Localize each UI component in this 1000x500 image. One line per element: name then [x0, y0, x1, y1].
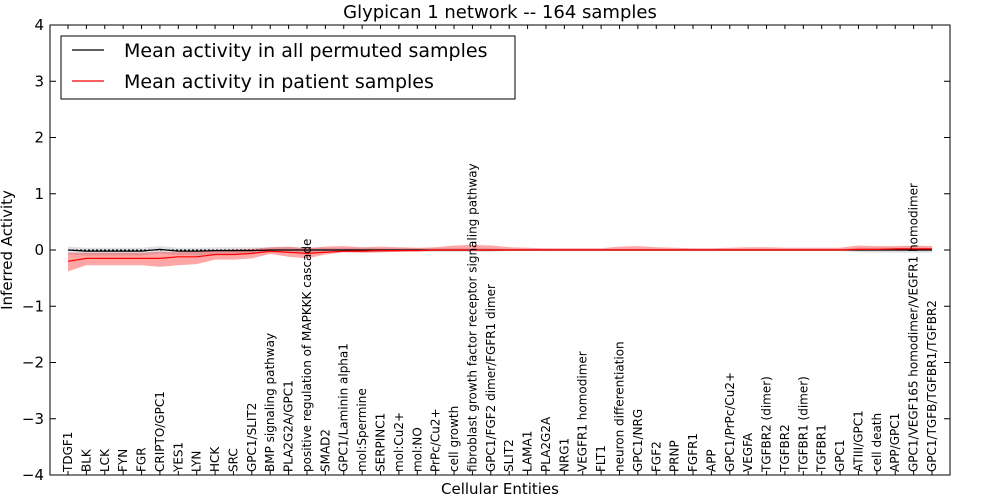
x-tick-label: SMAD2 — [318, 429, 332, 472]
legend-label-permuted: Mean activity in all permuted samples — [124, 40, 487, 62]
x-tick-label: TGFBR1 (dimer) — [796, 376, 810, 473]
x-tick-label: GPC1/Laminin alpha1 — [337, 343, 351, 472]
x-tick-label: FYN — [116, 449, 130, 472]
y-tick-label: −2 — [22, 354, 44, 372]
x-tick-label: GPC1/VEGF165 homodimer/VEGFR1 homodimer — [907, 183, 921, 472]
y-tick-label: 4 — [34, 16, 44, 34]
legend-label-patient: Mean activity in patient samples — [124, 71, 434, 93]
x-tick-label: BMP signaling pathway — [263, 333, 277, 472]
x-tick-label: TGFBR2 — [778, 424, 792, 473]
x-tick-label: PLA2G2A — [539, 416, 553, 472]
x-tick-label: GPC1/FGF2 dimer/FGFR1 dimer — [484, 284, 498, 472]
x-tick-label: GPC1/PrPc/Cu2+ — [723, 372, 737, 472]
y-tick-label: −1 — [22, 297, 44, 315]
x-tick-label: GPC1 — [833, 439, 847, 472]
series-band-0 — [68, 246, 932, 256]
x-tick-label: LYN — [190, 451, 204, 472]
x-tick-label: TGFBR2 (dimer) — [760, 376, 774, 473]
x-tick-label: GPC1/NRG — [631, 409, 645, 472]
x-tick-label: mol:Spermine — [355, 388, 369, 472]
x-tick-label: neuron differentiation — [612, 341, 626, 472]
x-tick-label: PrPc/Cu2+ — [429, 408, 443, 472]
x-axis-ticks: TDGF1 BLK LCK FYN FGR CRIPTO/GPC1 YES1 LYN HCK SR… — [61, 25, 939, 475]
x-tick-label: TGFBR1 — [815, 424, 829, 473]
x-tick-label: VEGFR1 homodimer — [576, 351, 590, 472]
x-tick-label: FGR — [135, 447, 149, 472]
x-tick-label: PRNP — [668, 440, 682, 472]
x-tick-label: ATIII/GPC1 — [851, 410, 865, 472]
x-tick-label: TDGF1 — [61, 432, 75, 473]
x-tick-label: PLA2G2A/GPC1 — [282, 380, 296, 472]
x-tick-label: YES1 — [171, 442, 185, 473]
x-tick-label: CRIPTO/GPC1 — [153, 391, 167, 472]
x-tick-label: FGF2 — [649, 441, 663, 472]
x-tick-label: APP/GPC1 — [888, 413, 902, 472]
x-tick-label: LCK — [98, 448, 112, 472]
x-tick-label: APP — [704, 449, 718, 472]
x-tick-label: HCK — [208, 446, 222, 472]
y-axis-title: Inferred Activity — [0, 190, 16, 310]
series-line-1 — [67, 248, 932, 262]
x-tick-label: fibroblast growth factor receptor signal… — [465, 163, 479, 472]
x-tick-label: NRG1 — [557, 438, 571, 472]
legend: Mean activity in all permuted samples Me… — [60, 35, 516, 100]
y-tick-label: 1 — [34, 185, 44, 203]
legend-box — [60, 35, 516, 100]
x-tick-label: positive regulation of MAPKKK cascade — [300, 239, 314, 472]
y-tick-label: 0 — [34, 241, 44, 259]
x-tick-label: mol:NO — [410, 427, 424, 472]
x-tick-label: GPC1/SLIT2 — [245, 403, 259, 472]
x-tick-label: FGFR1 — [686, 433, 700, 472]
x-tick-label: GPC1/TGFB/TGFBR1/TGFBR2 — [925, 300, 939, 472]
y-tick-label: −4 — [22, 466, 44, 484]
x-tick-label: SRC — [226, 448, 240, 472]
x-tick-label: SLIT2 — [502, 439, 516, 472]
x-tick-label: mol:Cu2+ — [392, 412, 406, 472]
x-tick-label: BLK — [79, 448, 93, 472]
x-tick-label: cell death — [870, 413, 884, 472]
x-tick-label: FLT1 — [594, 445, 608, 472]
chart-title: Glypican 1 network -- 164 samples — [343, 2, 657, 23]
y-tick-label: 2 — [34, 129, 44, 147]
x-tick-label: SERPINC1 — [374, 413, 388, 472]
x-tick-label: VEGFA — [741, 432, 755, 472]
y-axis-ticks: −4 −3 −2 −1 0 1 2 3 4 — [22, 16, 950, 484]
series-lines — [67, 248, 932, 262]
x-axis-title: Cellular Entities — [441, 480, 559, 498]
y-tick-label: −3 — [22, 410, 44, 428]
y-tick-label: 3 — [34, 72, 44, 90]
x-tick-label: LAMA1 — [521, 431, 535, 472]
x-tick-label: cell growth — [447, 406, 461, 472]
